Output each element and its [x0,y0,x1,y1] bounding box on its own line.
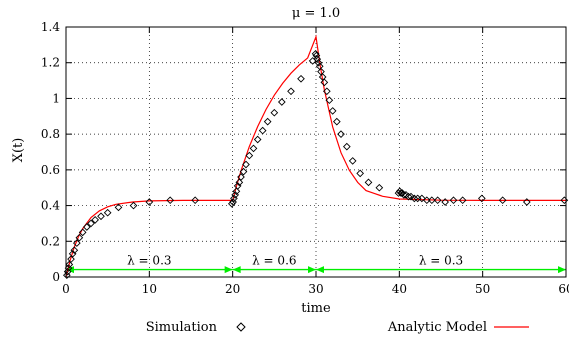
simulation-point [498,196,507,205]
simulation-point [242,160,250,169]
grid-lines [66,27,566,277]
simulation-point [97,212,105,221]
simulation-point [114,203,123,212]
simulation-point [191,196,200,205]
simulation-point [75,233,84,242]
simulation-point [522,198,531,206]
simulation-point [337,130,345,138]
simulation-point [235,178,244,187]
simulation-point [427,196,436,205]
simulation-point [407,192,415,201]
simulation-point [232,187,241,196]
simulation-point [449,196,458,205]
simulation-point [322,87,331,96]
y-tick-label: 1 [52,91,60,105]
y-tick-label: 1.4 [41,20,60,34]
simulation-point [422,196,431,205]
simulation-point [375,183,384,192]
lambda-arrow-head-left [316,266,324,274]
simulation-point [239,167,248,176]
simulation-point [103,208,112,217]
simulation-point [356,169,365,178]
simulation-point [312,51,321,60]
simulation-point [348,157,357,165]
legend-analytic-label: Analytic Model [387,320,487,335]
simulation-point [65,260,74,269]
legend-simulation-marker [236,322,246,332]
x-tick-label: 30 [308,282,323,296]
legend-simulation-label: Simulation [146,320,218,335]
x-tick-label: 10 [142,282,157,296]
axis-ticks: 0 10 20 30 40 50 60 0 0.2 0.4 0.6 0.8 1 1.2 1.4 [41,20,569,296]
x-tick-label: 20 [225,282,240,296]
simulation-point [78,228,87,237]
analytic-model-line [65,34,566,278]
y-axis-label: X(t) [11,138,26,163]
y-tick-label: 0 [52,270,60,284]
simulation-point [410,194,419,203]
x-axis-label: time [301,301,331,316]
simulation-point [253,135,262,144]
simulation-point [70,246,79,255]
lambda-arrow-head-right [224,266,233,274]
lambda-label: λ = 0.6 [252,254,296,268]
chart-title: μ = 1.0 [292,6,340,21]
simulation-point [477,194,486,203]
simulation-point [313,55,322,63]
simulation-point [441,198,450,206]
simulation-point [417,194,426,203]
simulation-point [332,117,341,126]
simulation-point [400,191,408,199]
simulation-point [270,108,279,117]
simulation-point [145,198,154,206]
lambda-label: λ = 0.3 [127,254,171,268]
simulation-point [458,196,467,205]
legend: Simulation Analytic Model [146,320,529,335]
simulation-point [249,144,258,153]
simulation-point [166,196,175,205]
y-tick-label: 0.6 [41,163,60,177]
simulation-point [277,98,286,106]
simulation-point [433,196,442,205]
simulation-point [67,255,75,263]
simulation-point [245,151,254,160]
simulation-point [227,199,236,208]
simulation-series [62,49,569,280]
simulation-point [91,216,100,224]
simulation-point [325,96,334,105]
simulation-point [263,117,272,126]
analytic-series [65,34,566,278]
simulation-point [258,126,267,135]
x-tick-label: 60 [558,282,569,296]
simulation-point [297,74,305,83]
simulation-point [320,78,329,87]
simulation-point [72,239,81,247]
y-tick-label: 0.4 [41,199,60,213]
simulation-point [404,192,413,201]
lambda-arrow-head-left [232,266,241,274]
x-tick-label: 50 [475,282,490,296]
lambda-arrow-head-right [558,266,566,274]
simulation-point [129,201,138,210]
simulation-point [237,173,245,181]
lambda-label: λ = 0.3 [419,254,463,268]
y-tick-label: 0.8 [41,127,60,141]
x-tick-label: 0 [62,282,70,296]
y-tick-label: 1.2 [41,56,60,70]
simulation-point [314,58,323,67]
lambda-arrow-head-right [308,266,316,274]
simulation-point [328,107,337,115]
simulation-point [87,219,95,228]
simulation-point [82,223,91,231]
simulation-point [287,87,295,96]
simulation-point [364,178,373,187]
lambda-annotations: λ = 0.3 λ = 0.6 λ = 0.3 [66,254,566,274]
simulation-point [342,142,351,151]
x-tick-label: 40 [392,282,407,296]
y-tick-label: 0.2 [41,234,60,248]
